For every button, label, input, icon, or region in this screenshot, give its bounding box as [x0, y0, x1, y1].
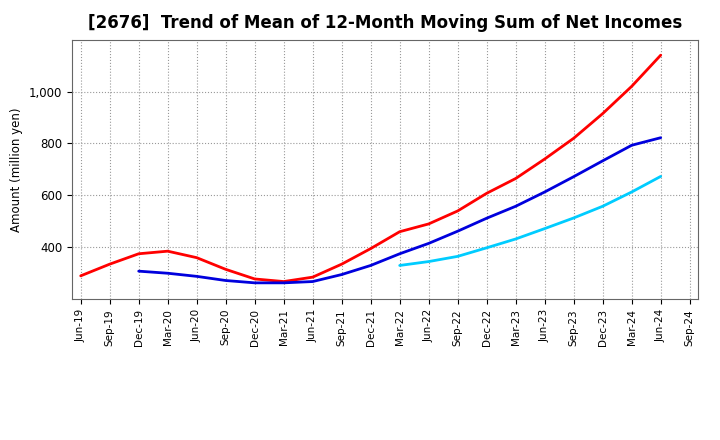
Title: [2676]  Trend of Mean of 12-Month Moving Sum of Net Incomes: [2676] Trend of Mean of 12-Month Moving …: [88, 15, 683, 33]
Y-axis label: Amount (million yen): Amount (million yen): [10, 107, 23, 231]
